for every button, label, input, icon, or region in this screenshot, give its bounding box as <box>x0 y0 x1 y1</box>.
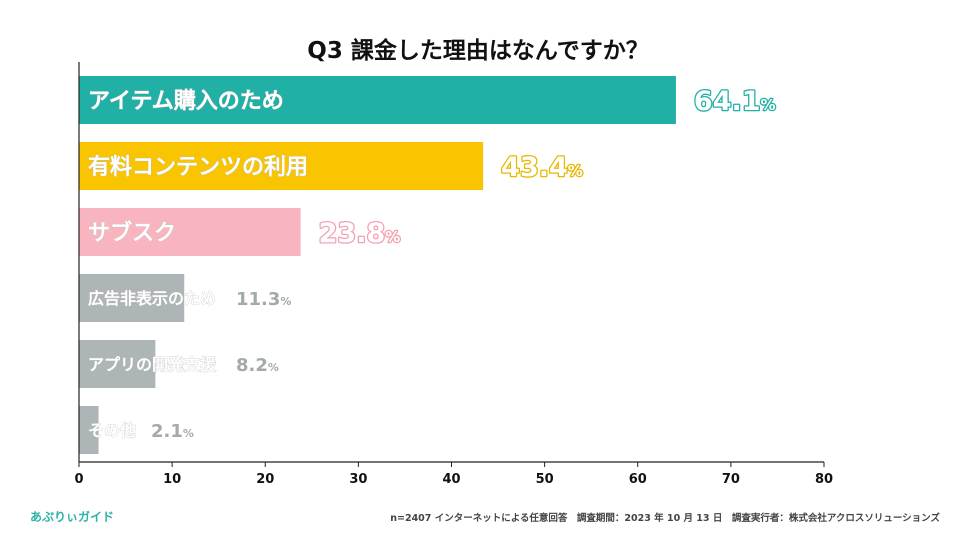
bar-2 <box>79 142 484 190</box>
value-unit-5: % <box>268 361 279 374</box>
value-number-4: 11.3 <box>236 289 280 310</box>
value-label-1: 64.1% <box>694 86 776 117</box>
category-label-3: サブスク <box>88 220 176 246</box>
x-tick-label-1: 10 <box>163 472 181 487</box>
value-label-4: 11.3% <box>236 289 291 310</box>
category-label-2: 有料コンテンツの利用 <box>88 154 308 180</box>
category-label-1: アイテム購入のため <box>88 89 284 114</box>
category-label-5: アプリの開発支援 <box>88 355 217 374</box>
x-tick-label-4: 40 <box>442 472 460 487</box>
chart-title: Q3 課金した理由はなんですか？ <box>307 37 648 64</box>
bar-5 <box>79 340 156 388</box>
value-number-1: 64.1 <box>694 86 761 117</box>
value-unit-3: % <box>385 228 400 246</box>
x-tick-label-3: 30 <box>349 472 367 487</box>
bar-3 <box>79 208 301 256</box>
category-label-6: その他 <box>88 421 136 440</box>
value-label-5: 8.2% <box>236 355 279 376</box>
value-number-2: 43.4 <box>501 152 568 183</box>
value-number-6: 2.1 <box>151 421 183 442</box>
x-tick-label-6: 60 <box>629 472 647 487</box>
value-label-3: 23.8% <box>319 218 401 249</box>
value-number-5: 8.2 <box>236 355 268 376</box>
x-tick-label-2: 20 <box>256 472 274 487</box>
bar-4 <box>79 274 185 322</box>
brand-logo-text: あぷりぃガイド <box>30 509 114 524</box>
value-unit-6: % <box>183 427 194 440</box>
x-tick-label-7: 70 <box>722 472 740 487</box>
x-tick-label-0: 0 <box>74 472 83 487</box>
x-tick-label-8: 80 <box>815 472 833 487</box>
x-tick-label-5: 50 <box>536 472 554 487</box>
value-unit-2: % <box>568 162 583 180</box>
value-unit-4: % <box>280 295 291 308</box>
bar-1 <box>79 76 676 124</box>
value-label-6: 2.1% <box>151 421 194 442</box>
x-axis-ticks: 0 10 20 30 40 50 60 70 80 <box>74 462 833 487</box>
value-number-3: 23.8 <box>319 218 386 249</box>
bars-layer: アイテム購入のため 64.1% 有料コンテンツの利用 43.4% サブスク 23.8% 広告… <box>79 76 777 454</box>
value-label-2: 43.4% <box>501 152 583 183</box>
category-label-4: 広告非表示のため <box>88 289 216 308</box>
bar-6 <box>79 406 99 454</box>
survey-note: n=2407 インターネットによる任意回答 調査期間：2023 年 10 月 1… <box>390 512 940 524</box>
value-unit-1: % <box>761 96 776 114</box>
